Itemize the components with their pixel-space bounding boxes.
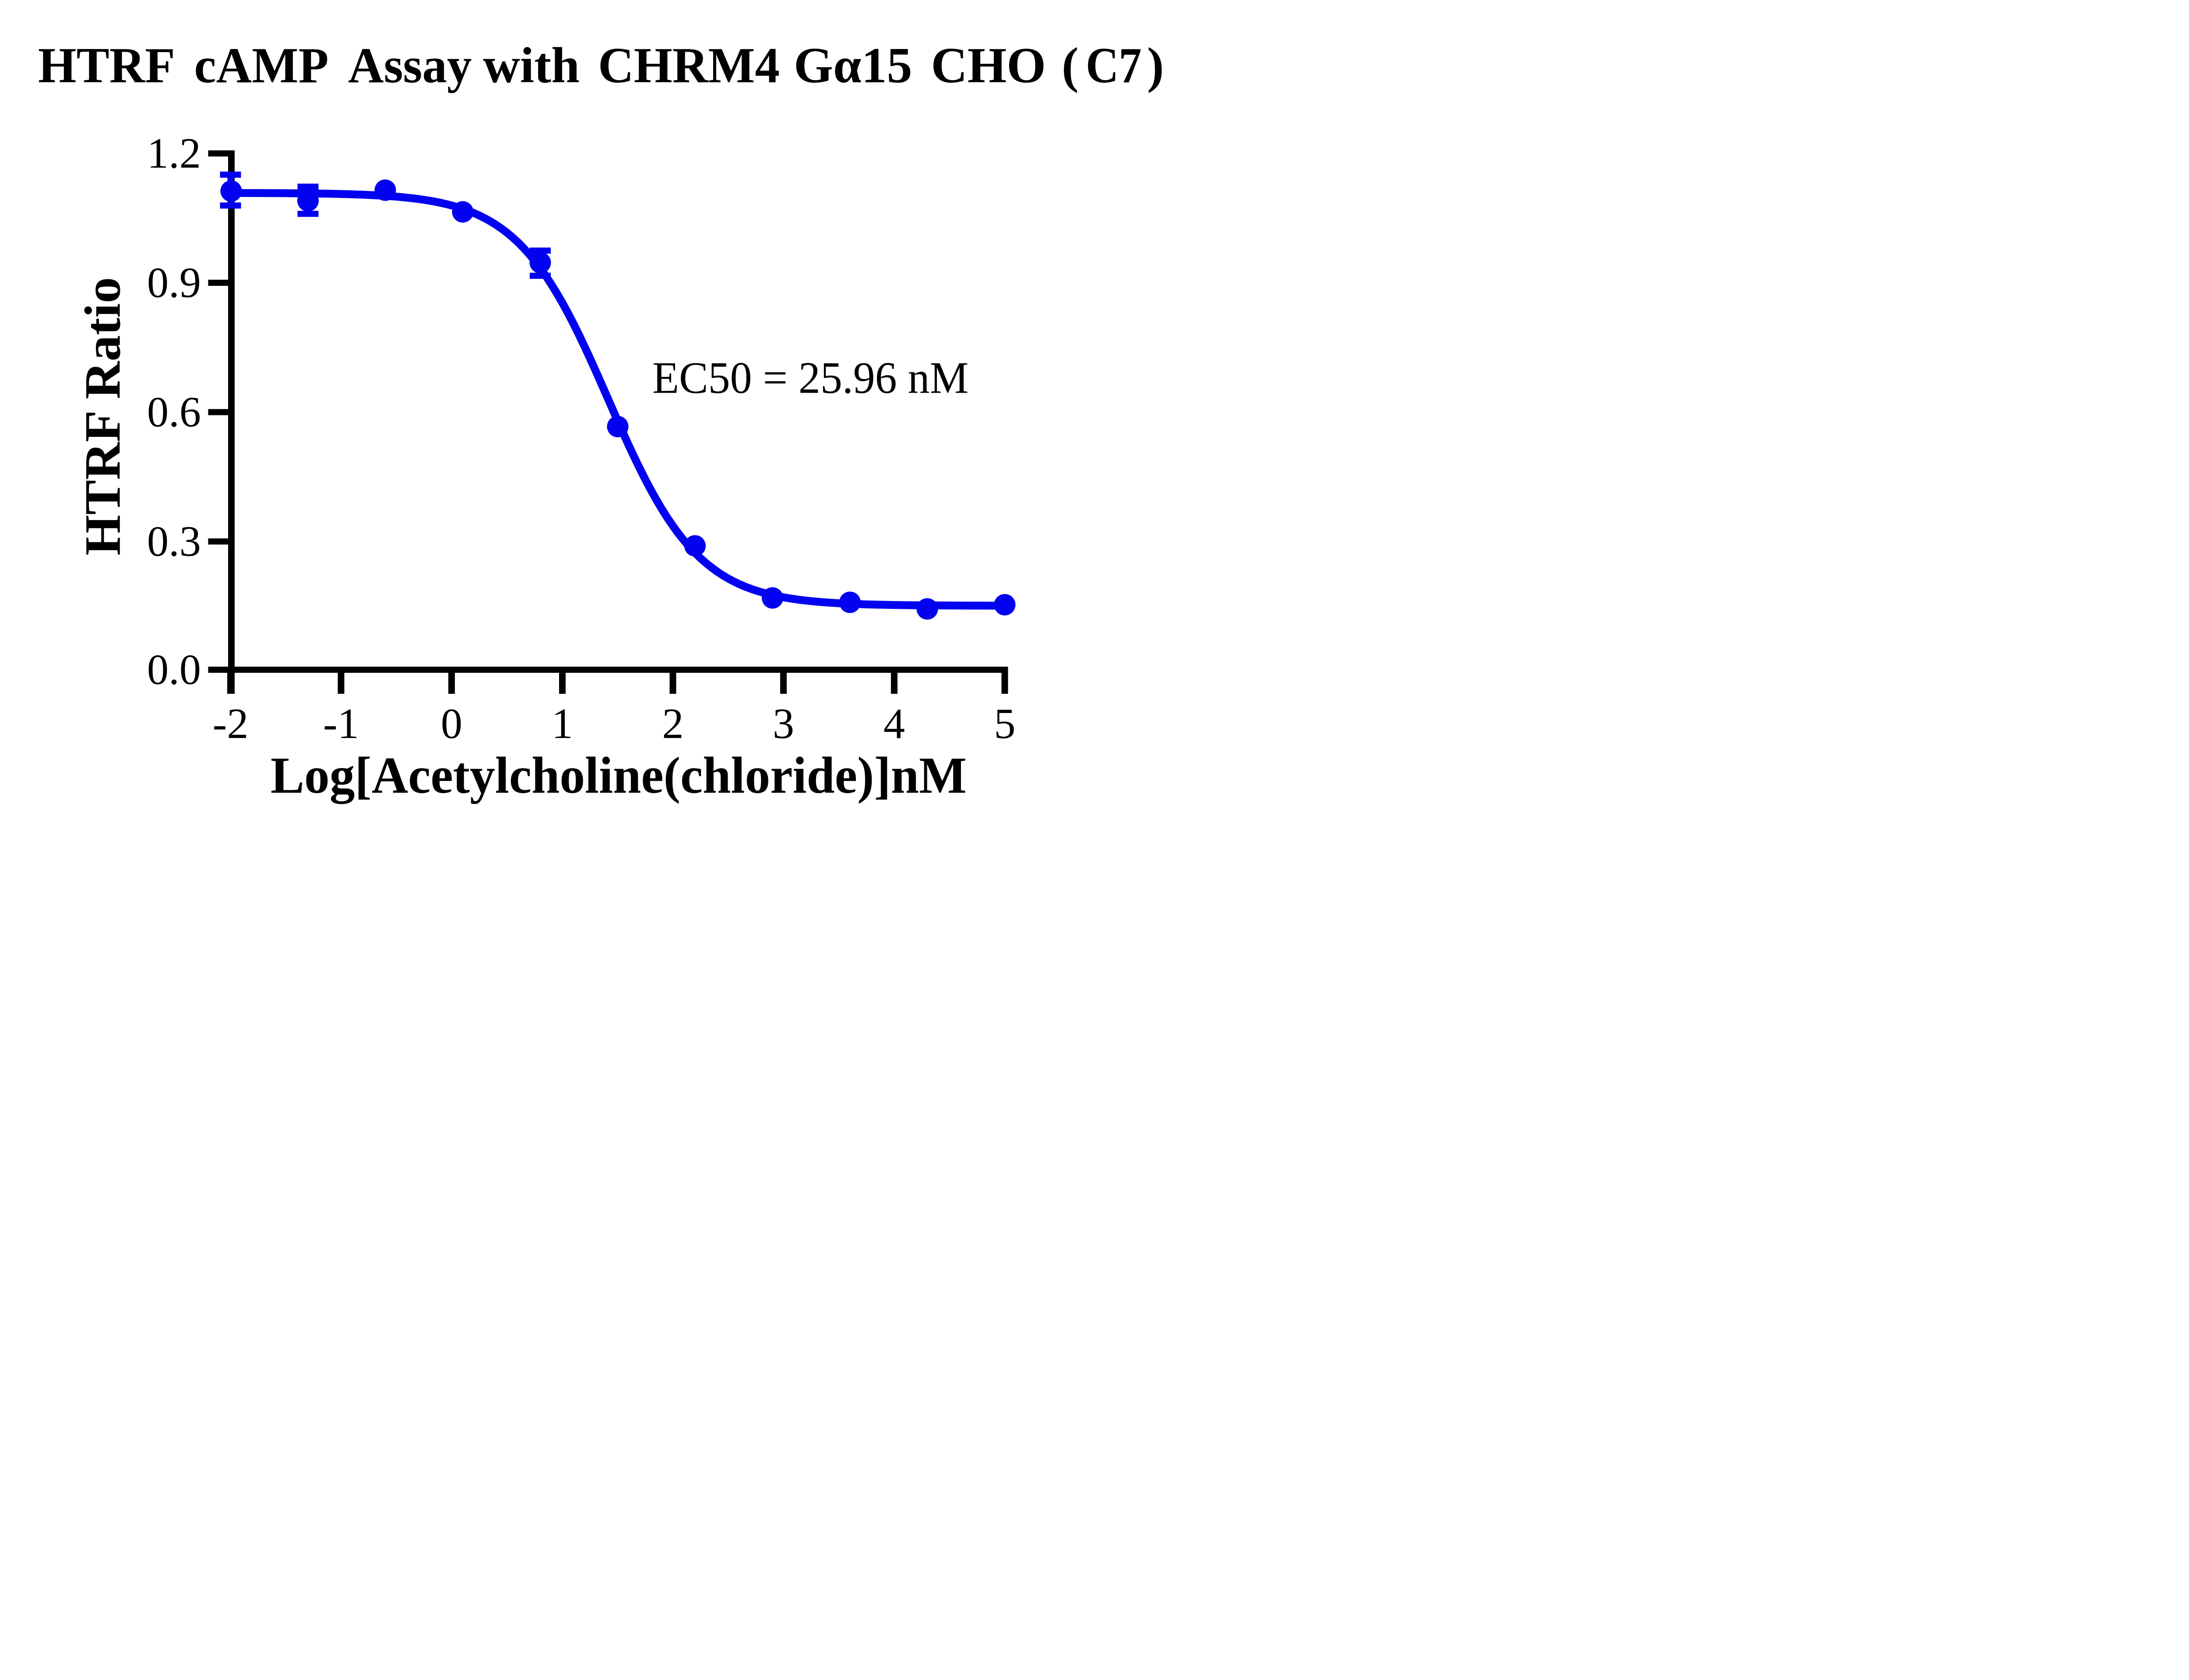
svg-text:0.0: 0.0 bbox=[147, 646, 201, 694]
svg-text:HTRF: HTRF bbox=[38, 38, 175, 94]
svg-text:1.2: 1.2 bbox=[147, 130, 201, 177]
svg-text:3: 3 bbox=[773, 700, 794, 748]
svg-text:EC50 = 25.96 nM: EC50 = 25.96 nM bbox=[652, 354, 969, 403]
svg-text:-1: -1 bbox=[323, 700, 359, 748]
svg-text:5: 5 bbox=[994, 700, 1015, 748]
svg-text:cAMP: cAMP bbox=[194, 38, 329, 94]
svg-text:C7: C7 bbox=[1086, 38, 1142, 94]
svg-text:CHO: CHO bbox=[931, 38, 1046, 94]
svg-text:0: 0 bbox=[441, 700, 462, 748]
svg-text:-2: -2 bbox=[212, 700, 248, 748]
svg-text:0.3: 0.3 bbox=[147, 518, 201, 566]
svg-text:): ) bbox=[1147, 38, 1164, 94]
svg-text:Assay: Assay bbox=[348, 38, 472, 94]
svg-text:4: 4 bbox=[883, 700, 905, 748]
svg-text:0.6: 0.6 bbox=[147, 388, 201, 436]
svg-text:Log[Acetylcholine(chloride)]nM: Log[Acetylcholine(chloride)]nM bbox=[271, 746, 967, 804]
svg-text:1: 1 bbox=[552, 700, 573, 748]
svg-text:0.9: 0.9 bbox=[147, 259, 201, 307]
svg-text:HTRF Ratio: HTRF Ratio bbox=[75, 277, 131, 555]
svg-text:with: with bbox=[483, 38, 580, 94]
svg-text:CHRM4: CHRM4 bbox=[598, 38, 780, 94]
svg-text:Gα15: Gα15 bbox=[794, 38, 912, 94]
svg-text:2: 2 bbox=[662, 700, 683, 748]
svg-text:(: ( bbox=[1062, 38, 1079, 94]
